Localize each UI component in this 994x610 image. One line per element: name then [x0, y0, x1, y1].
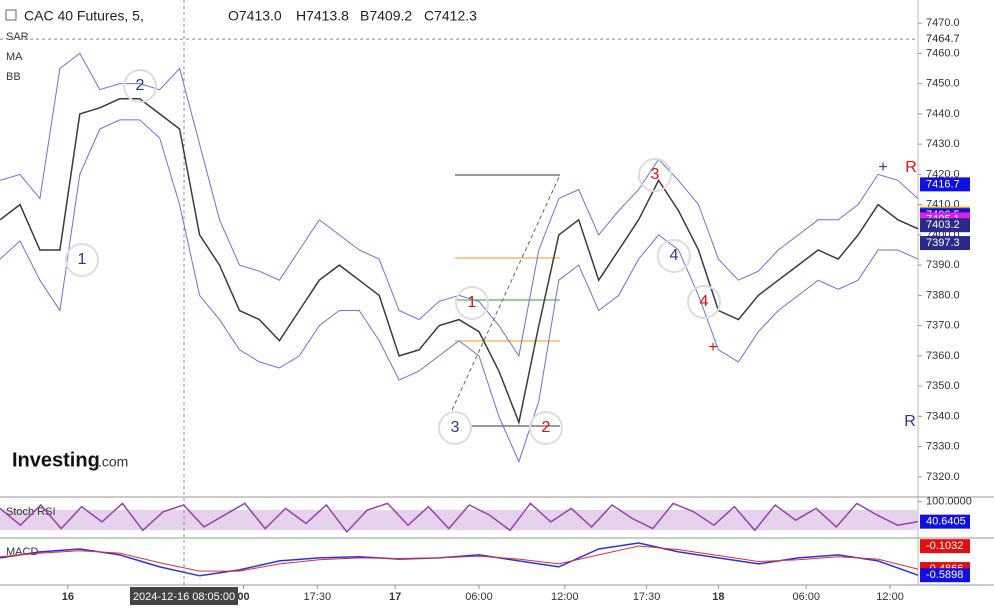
y-tick-label: 7430.0: [926, 138, 960, 150]
wave-label: R: [905, 159, 917, 176]
close: C7412.3: [424, 8, 477, 24]
high: H7413.8: [296, 8, 349, 24]
wave-circle: [529, 411, 563, 445]
indicator[interactable]: SAR: [6, 31, 29, 43]
y-tick-label: 7320.0: [926, 471, 960, 483]
indicator[interactable]: MA: [6, 51, 23, 63]
y-tick-label: 100.0000: [926, 496, 972, 508]
price-label-box: [920, 32, 970, 47]
series-line: [0, 542, 919, 577]
wave-circle: [123, 69, 157, 103]
price-label-box: [920, 539, 970, 554]
y-tick-label: 7460.0: [926, 47, 960, 59]
wave-label: 4: [670, 247, 679, 264]
y-tick-label: 7420.0: [926, 168, 960, 180]
price-label-box: [920, 236, 970, 251]
wave-label: 1: [468, 294, 477, 311]
pane-title: Stoch RSI: [6, 506, 56, 518]
price-label-box: [920, 514, 970, 529]
y-tick-label: 7380.0: [926, 289, 960, 301]
wave-label: 2: [136, 77, 145, 94]
y-tick-label: 7350.0: [926, 380, 960, 392]
price-label-box: [920, 568, 970, 583]
x-tick-label: 17:30: [304, 591, 332, 603]
x-tick-label: 06:00: [465, 591, 493, 603]
y-tick-label: 7330.0: [926, 441, 960, 453]
price-label: 40.6405: [926, 516, 966, 528]
price-label-box: [920, 177, 970, 192]
indicator[interactable]: BB: [6, 71, 21, 83]
open: O7413.0: [228, 8, 282, 24]
y-tick-label: 7390.0: [926, 259, 960, 271]
crosshair-time-box: [130, 587, 238, 605]
price-label: 7403.2: [926, 219, 960, 231]
wave-label: 3: [651, 166, 660, 183]
wave-circle: [638, 158, 672, 192]
y-tick-label: 7470.0: [926, 17, 960, 29]
stoch-band: [0, 510, 918, 530]
wave-label: 2: [542, 419, 551, 436]
symbol: CAC 40 Futures, 5,: [24, 8, 144, 24]
y-tick-label: 7450.0: [926, 78, 960, 90]
wave-label: 1: [78, 251, 87, 268]
logo-brand: Investing: [12, 449, 100, 471]
bid: B7409.2: [360, 8, 412, 24]
wave-label: +: [878, 159, 887, 176]
price-label-box: [920, 218, 970, 233]
series-line: [0, 98, 919, 426]
price-label: 7464.7: [926, 33, 960, 45]
x-tick-label: 16: [62, 591, 74, 603]
price-label: 7397.3: [926, 237, 960, 249]
y-tick-label: 7340.0: [926, 410, 960, 422]
logo-suffix: .com: [98, 454, 128, 470]
crosshair-time: 2024-12-16 08:05:00: [133, 591, 235, 603]
x-tick-label: 00: [237, 591, 249, 603]
wave-circle: [65, 243, 99, 277]
wave-circle: [455, 286, 489, 320]
series-line: [0, 545, 919, 572]
collapse-icon[interactable]: [5, 9, 17, 21]
wave-circle: [438, 411, 472, 445]
y-tick-label: 7370.0: [926, 320, 960, 332]
wave-circle: [657, 239, 691, 273]
wave-label: R: [904, 413, 916, 430]
series-line: [0, 119, 919, 464]
y-tick-label: 7360.0: [926, 350, 960, 362]
wave-label: 4: [700, 293, 709, 310]
price-label: -0.1032: [926, 540, 963, 552]
price-label: 7416.7: [926, 178, 960, 190]
x-tick-label: 18: [712, 591, 724, 603]
x-tick-label: 06:00: [792, 591, 820, 603]
x-tick-label: 17: [389, 591, 401, 603]
wave-label: +: [708, 339, 717, 356]
y-tick-label: 7440.0: [926, 108, 960, 120]
wave-label: 3: [451, 419, 460, 436]
series-line: [0, 502, 919, 534]
fib-diagonal: [451, 174, 561, 411]
x-tick-label: 12:00: [551, 591, 579, 603]
pane-title: MACD: [6, 546, 38, 558]
x-tick-label: 17:30: [633, 591, 661, 603]
wave-circle: [687, 285, 721, 319]
price-label: -0.5898: [926, 569, 963, 581]
x-tick-label: 12:00: [876, 591, 904, 603]
